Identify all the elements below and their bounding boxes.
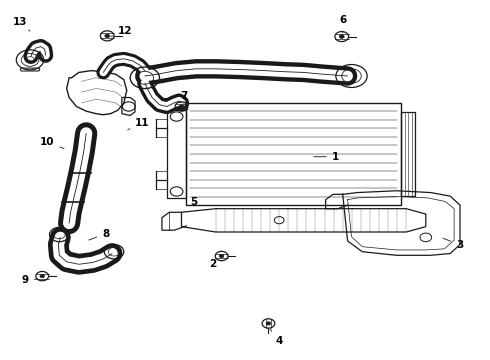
Text: 12: 12	[111, 26, 132, 37]
Circle shape	[105, 34, 110, 37]
Circle shape	[220, 255, 224, 258]
Text: 5: 5	[186, 191, 197, 207]
Text: 9: 9	[22, 275, 37, 285]
Bar	[401, 112, 415, 196]
Text: 7: 7	[180, 91, 188, 105]
Text: 3: 3	[443, 238, 464, 249]
Text: 11: 11	[128, 118, 149, 130]
Text: 4: 4	[270, 329, 283, 346]
Text: 13: 13	[13, 17, 30, 31]
Circle shape	[40, 274, 45, 278]
Bar	[186, 103, 401, 205]
Circle shape	[179, 105, 184, 108]
Text: 8: 8	[89, 229, 109, 240]
Circle shape	[266, 322, 270, 325]
Bar	[167, 110, 186, 198]
Text: 2: 2	[210, 257, 223, 269]
Circle shape	[340, 35, 344, 38]
Text: 10: 10	[40, 138, 64, 149]
Text: 1: 1	[314, 152, 339, 162]
Text: 6: 6	[339, 15, 346, 33]
